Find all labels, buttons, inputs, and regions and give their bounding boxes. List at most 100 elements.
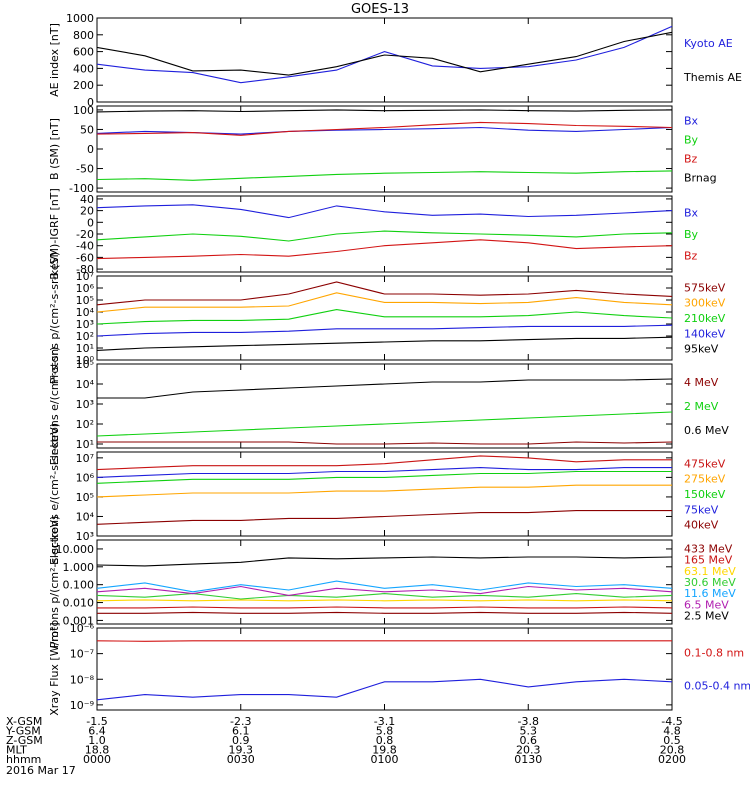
y-tick-label: 0.010 [63,597,95,610]
y-tick-label: 0 [87,216,94,229]
y-axis-label: B (SM)-IGRF [nT] [48,188,61,280]
bottom-axis: X-GSM -1.5 -2.3 -3.1 -3.8 -4.5 Y-GSM 6.4 6.1 5.8 5… [5,715,686,766]
y-tick-label: 10² [76,418,94,431]
ephemeris-value: -2.3 [230,715,251,728]
y-tick-label: -100 [69,182,94,195]
legend-entry: 6.5 MeV [684,598,729,611]
series-line [96,31,673,76]
legend-entry: Themis AE [683,71,742,84]
series-line [96,309,673,325]
series-line [96,599,673,602]
y-tick-label: 400 [73,62,94,75]
legend-entry: Brnag [684,172,717,185]
ephemeris-value: 20.3 [516,744,541,757]
series-line [96,411,673,437]
ephemeris-value: 0.9 [232,734,250,747]
ephemeris-value: 4.8 [663,725,681,738]
y-tick-label: 10⁻⁸ [70,673,95,686]
series-line [96,121,673,136]
ephemeris-value: 0000 [83,753,111,766]
y-tick-label: 1000 [66,12,94,25]
y-axis-label: Electrons e/(cm²-s-sr) [48,347,61,466]
series-line [96,580,673,593]
legend-entry: 210keV [684,312,726,325]
y-tick-label: 10⁶ [76,471,95,484]
series-line [97,611,673,614]
y-tick-label: 10⁵ [76,491,94,504]
series-line [96,204,673,219]
y-tick-label: 10⁷ [76,452,94,465]
y-tick-label: 200 [73,79,94,92]
ephemeris-value: 20.8 [660,744,685,757]
series-line [96,170,673,181]
series-line [96,292,673,313]
ephemeris-value: 0130 [514,753,542,766]
series-line [96,239,673,260]
ephemeris-value: 0.8 [376,734,394,747]
legend-entry: 150keV [684,488,726,501]
ephemeris-value: 19.3 [229,744,254,757]
ephemeris-value: 6.1 [232,725,250,738]
series-line [96,336,673,351]
ephemeris-row-label: MLT [6,744,27,757]
series-line [96,484,672,498]
y-tick-label: 800 [73,29,94,42]
legend-entry: 433 MeV [684,542,733,555]
legend-entry: Bx [684,206,699,219]
y-tick-label: 10³ [76,318,94,331]
series-line [96,281,673,306]
panel-frame [96,17,673,103]
panel-frame [96,195,673,273]
legend-entry: 95keV [684,343,719,356]
series-line [97,378,673,399]
legend-entry: 40keV [684,519,719,532]
ephemeris-value: 6.4 [88,725,106,738]
ephemeris-value: -3.1 [374,715,395,728]
ephemeris-row-label: Y-GSM [5,725,41,738]
legend-entry: 475keV [684,457,726,470]
y-tick-label: 0 [87,96,94,109]
legend-entry: 11.6 MeV [684,587,736,600]
y-tick-label: 10⁻⁹ [70,699,94,712]
legend-entry: 4 MeV [684,376,719,389]
y-tick-label: 10⁻⁶ [70,622,95,635]
series-line [96,510,672,525]
series-line [96,324,673,337]
panel-8: 10⁻⁹ 10⁻⁸ 10⁻⁷ 10⁻⁶ Xray Flux [W/m²] 0.1-0.8 … [48,622,750,716]
y-tick-label: 10⁵ [76,294,94,307]
ephemeris-value: -3.8 [518,715,539,728]
legend-entry: 140keV [684,327,726,340]
legend-entry: Bx [684,114,699,127]
y-axis-label: AE index [nT] [48,23,61,97]
y-axis-label: Electrons e/(cm²-s-sr-keV) [48,423,61,565]
y-axis-label: B (SM) [nT] [48,118,61,180]
series-line [96,640,672,642]
figure-title: GOES-13 [351,2,409,17]
y-tick-label: 10¹ [76,342,94,355]
series-line [96,470,672,484]
y-tick-label: 20 [80,205,94,218]
y-axis-label: Protons p/(cm²-s-sr-keV) [48,252,61,385]
legend-entry: 2.5 MeV [684,610,729,623]
y-tick-label: -20 [76,228,94,241]
panel-frame [96,105,673,193]
legend-entry: 0.6 MeV [684,424,729,437]
ephemeris-value: -1.5 [86,715,107,728]
y-tick-label: 600 [73,46,94,59]
series-line [96,25,673,84]
y-tick-label: 50 [80,123,94,136]
legend-entry: 575keV [684,281,726,294]
y-tick-label: -40 [76,240,94,253]
panel-frame [96,539,673,625]
ephemeris-value: 18.8 [85,744,110,757]
y-tick-label: -80 [76,263,94,276]
legend-entry: 63.1 MeV [684,565,736,578]
panel-6: 10³ 10⁴ 10⁵ 10⁶ 10⁷ Electrons e/(cm²-s-sr-keV… [48,423,726,565]
ephemeris-value: 19.8 [372,744,397,757]
ephemeris-value: 1.0 [88,734,106,747]
panel-frame [96,363,673,449]
legend-entry: By [684,133,699,146]
